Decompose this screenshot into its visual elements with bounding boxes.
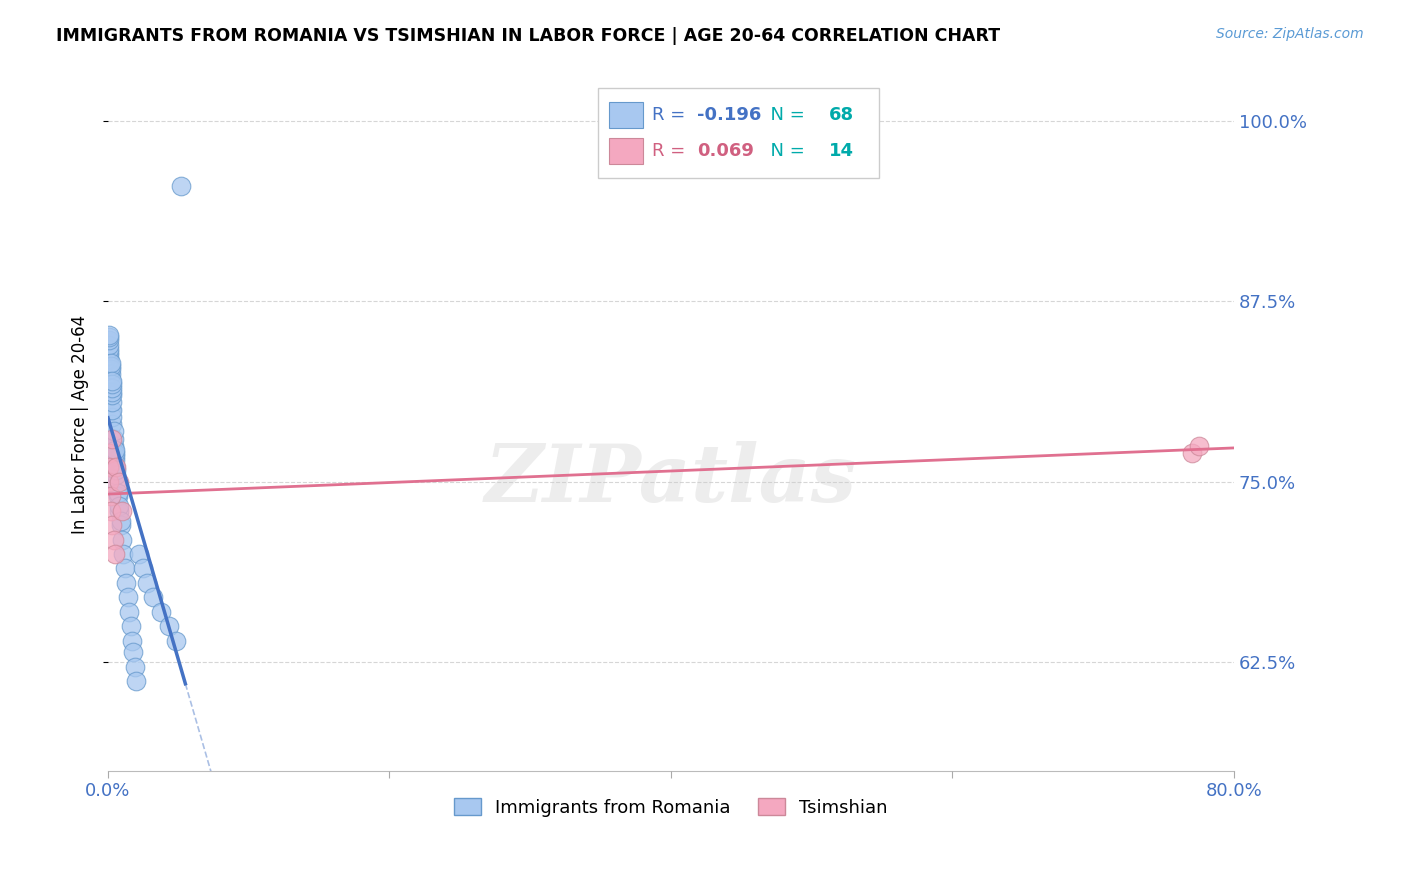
Point (108, 475, 131, 489)
Point (105, 463, 128, 477)
Text: 0.069: 0.069 (697, 142, 754, 160)
Point (1187, 439, 1209, 453)
Point (98, 475, 121, 489)
Point (120, 619, 142, 633)
Text: -0.196: -0.196 (697, 106, 761, 124)
Point (104, 460, 127, 475)
Point (132, 561, 155, 575)
Text: R =: R = (652, 142, 690, 160)
Text: Source: ZipAtlas.com: Source: ZipAtlas.com (1216, 27, 1364, 41)
Text: ZIPatlas: ZIPatlas (485, 441, 856, 518)
Point (98, 344, 121, 359)
Point (104, 449, 127, 463)
Point (100, 374, 122, 388)
Point (101, 385, 124, 400)
Text: N =: N = (759, 106, 810, 124)
Point (100, 489, 122, 503)
Point (100, 356, 122, 370)
Point (101, 409, 124, 424)
Point (125, 674, 148, 689)
Legend: Immigrants from Romania, Tsimshian: Immigrants from Romania, Tsimshian (447, 791, 896, 824)
Point (105, 467, 128, 482)
Point (100, 504, 122, 518)
Point (100, 402, 122, 417)
Point (100, 381, 122, 395)
Point (103, 533, 125, 547)
Text: IMMIGRANTS FROM ROMANIA VS TSIMSHIAN IN LABOR FORCE | AGE 20-64 CORRELATION CHAR: IMMIGRANTS FROM ROMANIA VS TSIMSHIAN IN … (56, 27, 1000, 45)
Point (101, 395, 124, 409)
Point (101, 432, 124, 446)
Point (98, 460, 121, 475)
Point (118, 605, 141, 619)
Point (1180, 446, 1202, 460)
Point (117, 591, 139, 605)
Point (103, 439, 125, 453)
Point (124, 659, 146, 673)
Point (104, 453, 127, 467)
Text: N =: N = (759, 142, 810, 160)
Point (98, 330, 121, 344)
FancyBboxPatch shape (609, 102, 643, 128)
Point (104, 446, 127, 460)
Point (100, 388, 122, 402)
Point (111, 533, 134, 547)
Point (100, 359, 122, 374)
Text: R =: R = (652, 106, 690, 124)
Point (108, 500, 131, 514)
Point (98, 334, 121, 348)
Point (122, 645, 145, 659)
Point (136, 576, 159, 591)
Point (101, 417, 124, 431)
Point (98, 374, 121, 388)
Point (107, 489, 129, 503)
Point (98, 342, 121, 356)
Point (108, 504, 131, 518)
Point (101, 388, 124, 402)
Y-axis label: In Labor Force | Age 20-64: In Labor Force | Age 20-64 (72, 315, 89, 533)
Point (101, 374, 124, 388)
Point (105, 460, 128, 475)
Point (142, 591, 165, 605)
Point (128, 547, 150, 561)
Point (165, 633, 187, 648)
Point (104, 547, 127, 561)
Point (98, 359, 121, 374)
Point (150, 605, 173, 619)
Point (104, 443, 127, 458)
FancyBboxPatch shape (609, 137, 643, 164)
Point (105, 475, 128, 489)
Point (107, 486, 129, 500)
Point (111, 504, 134, 518)
Point (114, 561, 136, 575)
Point (103, 446, 125, 460)
Point (101, 381, 124, 395)
Point (98, 348, 121, 362)
Point (100, 367, 122, 381)
Point (104, 458, 127, 472)
Point (98, 337, 121, 351)
Text: 68: 68 (828, 106, 853, 124)
Point (103, 432, 125, 446)
Point (157, 619, 180, 633)
Point (100, 362, 122, 376)
Point (98, 367, 121, 381)
Point (110, 518, 132, 533)
Point (101, 402, 124, 417)
Point (103, 425, 125, 439)
Point (98, 359, 121, 374)
Point (98, 327, 121, 342)
Point (101, 518, 124, 533)
Point (110, 514, 132, 528)
Point (98, 352, 121, 367)
Point (101, 432, 124, 446)
FancyBboxPatch shape (598, 87, 879, 178)
Text: 14: 14 (828, 142, 853, 160)
Point (170, 178, 193, 193)
Point (115, 576, 138, 591)
Point (98, 446, 121, 460)
Point (101, 376, 124, 391)
Point (121, 633, 143, 648)
Point (112, 547, 135, 561)
